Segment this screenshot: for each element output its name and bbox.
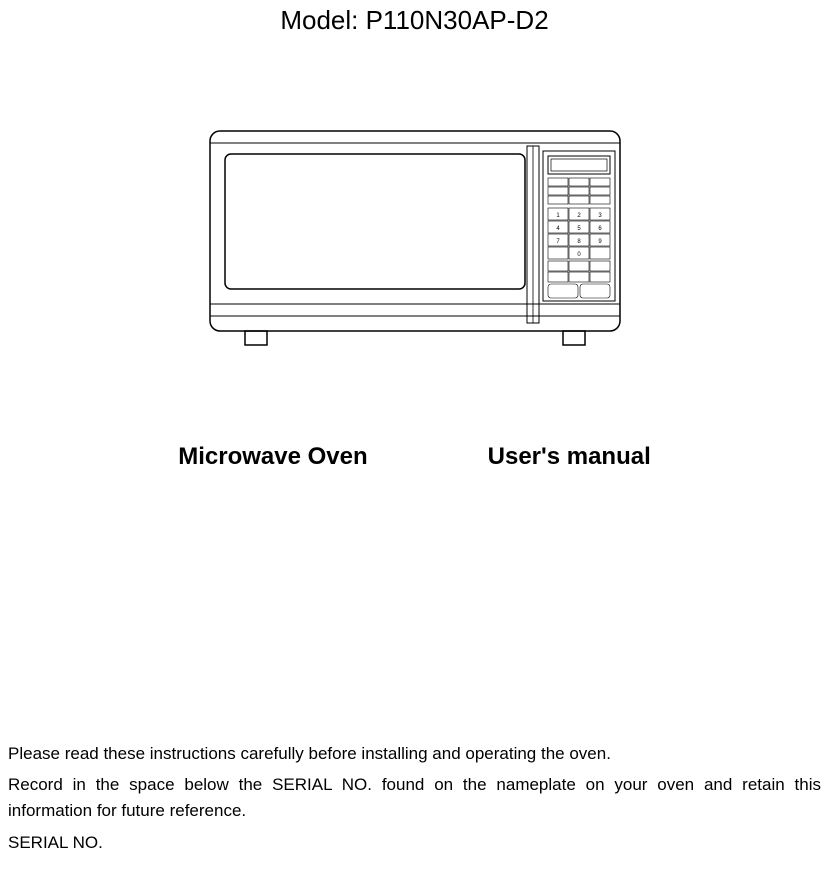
keypad-4: 4 [556, 226, 560, 232]
heading-product: Microwave Oven [178, 443, 367, 471]
heading-manual: User's manual [488, 443, 651, 471]
keypad-0: 0 [577, 252, 581, 258]
keypad-3: 3 [598, 213, 602, 219]
keypad-6: 6 [598, 226, 602, 232]
keypad-1: 1 [556, 213, 560, 219]
microwave-illustration: 1 2 3 4 5 6 7 8 9 0 [0, 126, 829, 358]
model-title: Model: P110N30AP-D2 [0, 5, 829, 36]
keypad-9: 9 [598, 239, 602, 245]
instructions-block: Please read these instructions carefully… [8, 741, 821, 861]
keypad-2: 2 [577, 213, 581, 219]
instruction-line-1: Please read these instructions carefully… [8, 741, 821, 767]
serial-no-line: SERIAL NO. [8, 830, 821, 856]
keypad-5: 5 [577, 226, 581, 232]
keypad-7: 7 [556, 239, 560, 245]
keypad-8: 8 [577, 239, 581, 245]
microwave-svg: 1 2 3 4 5 6 7 8 9 0 [205, 126, 625, 358]
instruction-line-2: Record in the space below the SERIAL NO.… [8, 772, 821, 825]
headings-row: Microwave Oven User's manual [0, 443, 829, 471]
